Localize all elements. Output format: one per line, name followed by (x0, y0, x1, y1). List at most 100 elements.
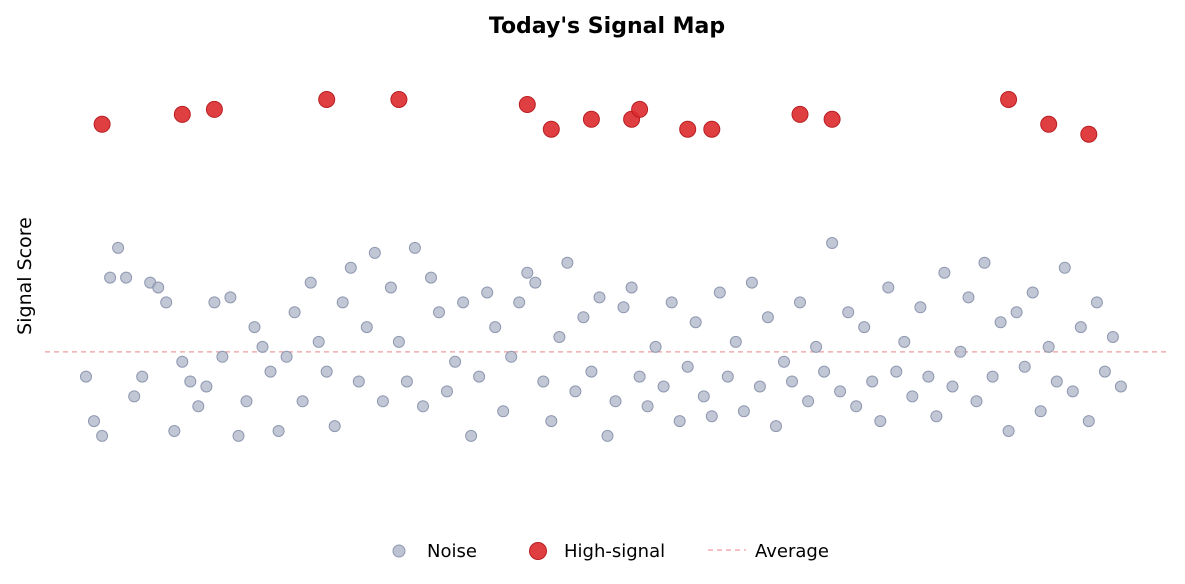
noise-point-98 (866, 375, 879, 388)
noise-point-26 (288, 306, 301, 319)
noise-point-74 (673, 415, 686, 428)
noise-point-129 (1114, 380, 1127, 393)
noise-point-116 (1010, 306, 1023, 319)
noise-point-99 (874, 415, 887, 428)
legend-high-signal-marker (529, 542, 547, 560)
high-signal-point-5 (518, 96, 536, 113)
noise-point-86 (770, 420, 782, 433)
noise-point-18 (224, 291, 237, 304)
noise-point-101 (890, 365, 903, 378)
noise-point-70 (641, 400, 654, 413)
noise-point-85 (761, 311, 774, 324)
noise-point-94 (834, 385, 847, 398)
high-signal-point-2 (205, 100, 223, 118)
noise-point-61 (569, 385, 582, 398)
noise-point-21 (248, 321, 261, 334)
legend-average-label: Average (755, 541, 829, 562)
legend-noise-marker (392, 544, 406, 558)
noise-point-87 (778, 355, 790, 368)
noise-point-1 (88, 415, 100, 428)
noise-point-2 (96, 429, 109, 442)
noise-point-58 (545, 415, 558, 428)
noise-point-44 (433, 306, 445, 319)
noise-point-38 (384, 281, 397, 294)
noise-point-100 (882, 281, 895, 294)
noise-point-9 (152, 281, 165, 294)
high-signal-point-16 (1080, 125, 1098, 143)
noise-point-82 (737, 405, 750, 418)
high-signal-point-0 (93, 115, 111, 133)
noise-point-42 (417, 400, 429, 413)
noise-point-67 (617, 301, 630, 314)
noise-point-120 (1042, 340, 1055, 353)
noise-point-127 (1098, 365, 1111, 378)
y-axis-label: Signal Score (14, 217, 36, 335)
noise-point-113 (986, 370, 999, 383)
noise-point-30 (320, 365, 333, 378)
noise-point-110 (962, 291, 975, 304)
noise-point-7 (136, 370, 149, 383)
noise-point-90 (802, 395, 815, 408)
noise-point-60 (561, 256, 574, 269)
noise-point-62 (577, 311, 590, 324)
noise-point-13 (184, 375, 197, 388)
noise-point-10 (160, 296, 173, 309)
noise-point-114 (994, 316, 1007, 329)
noise-point-80 (721, 370, 734, 383)
noise-point-125 (1082, 415, 1095, 428)
high-signal-point-14 (1000, 91, 1018, 108)
noise-point-0 (80, 370, 92, 383)
noise-point-6 (128, 390, 141, 403)
noise-point-71 (649, 340, 662, 353)
noise-point-103 (906, 390, 919, 403)
noise-point-59 (553, 331, 566, 343)
noise-point-32 (336, 296, 349, 309)
high-signal-point-10 (679, 120, 697, 138)
noise-point-69 (633, 370, 646, 383)
noise-point-93 (826, 237, 839, 249)
noise-point-64 (593, 291, 606, 304)
noise-point-48 (465, 429, 478, 442)
noise-point-81 (729, 335, 742, 348)
noise-point-66 (609, 395, 622, 408)
noise-point-109 (954, 345, 967, 358)
noise-point-95 (842, 306, 855, 319)
high-signal-points (93, 91, 1098, 143)
noise-point-91 (810, 340, 823, 353)
noise-point-77 (697, 390, 710, 403)
noise-point-89 (794, 296, 806, 309)
noise-point-73 (665, 296, 678, 309)
noise-point-29 (312, 335, 325, 348)
noise-point-45 (441, 385, 453, 398)
noise-point-22 (256, 340, 269, 353)
noise-point-25 (280, 350, 293, 363)
noise-point-24 (272, 425, 285, 437)
noise-point-17 (216, 350, 229, 363)
noise-point-72 (657, 380, 670, 393)
noise-point-97 (858, 321, 871, 334)
noise-point-15 (200, 380, 213, 393)
high-signal-point-1 (173, 105, 191, 123)
noise-point-35 (360, 321, 373, 334)
noise-point-106 (930, 410, 943, 423)
noise-point-119 (1034, 405, 1047, 418)
noise-point-37 (376, 395, 389, 408)
noise-point-47 (457, 296, 470, 309)
noise-point-27 (296, 395, 309, 408)
high-signal-point-13 (823, 110, 841, 128)
noise-point-63 (585, 365, 598, 378)
legend-high-signal-label: High-signal (564, 541, 665, 562)
noise-point-56 (529, 276, 542, 289)
chart-title: Today's Signal Map (489, 14, 725, 39)
noise-point-92 (818, 365, 831, 378)
noise-point-39 (392, 335, 405, 348)
noise-point-28 (304, 276, 317, 289)
noise-point-104 (914, 301, 927, 314)
noise-point-128 (1106, 331, 1119, 343)
noise-point-20 (240, 395, 253, 408)
noise-point-31 (328, 420, 341, 433)
noise-point-121 (1050, 375, 1063, 388)
high-signal-point-9 (631, 100, 649, 118)
noise-point-118 (1026, 286, 1039, 299)
noise-point-41 (408, 241, 421, 254)
